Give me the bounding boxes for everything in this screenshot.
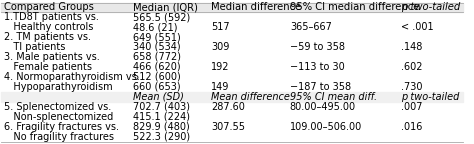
Text: Median (IQR): Median (IQR) [133,2,198,12]
Text: 512 (600): 512 (600) [133,72,181,82]
Text: .007: .007 [401,102,422,112]
Text: 466 (620): 466 (620) [133,62,181,72]
Bar [1,92,463,102]
Text: .016: .016 [401,122,422,132]
Text: 95% CI median difference: 95% CI median difference [290,2,419,12]
Text: 109.00–506.00: 109.00–506.00 [290,122,362,132]
Text: 1.TD8T patients vs.: 1.TD8T patients vs. [4,12,99,22]
Text: −59 to 358: −59 to 358 [290,42,345,52]
Text: 829.9 (480): 829.9 (480) [133,122,190,132]
Text: 4. Normoparathyroidism vs.: 4. Normoparathyroidism vs. [4,72,139,82]
Text: 702.7 (403): 702.7 (403) [133,102,190,112]
Text: 309: 309 [211,42,230,52]
Text: TI patients: TI patients [4,42,65,52]
Text: p two-tailed: p two-tailed [401,2,460,12]
Text: 149: 149 [211,82,230,92]
Text: Female patients: Female patients [4,62,91,72]
Text: 287.60: 287.60 [211,102,245,112]
Text: 340 (534): 340 (534) [133,42,181,52]
Text: 658 (772): 658 (772) [133,52,181,62]
Text: 517: 517 [211,22,230,32]
Text: 2. TM patients vs.: 2. TM patients vs. [4,32,91,42]
Text: .148: .148 [401,42,422,52]
Text: Mean (SD): Mean (SD) [133,92,184,102]
Text: 95% CI mean diff.: 95% CI mean diff. [290,92,377,102]
Text: Compared Groups: Compared Groups [4,2,93,12]
Text: −113 to 30: −113 to 30 [290,62,345,72]
Text: .730: .730 [401,82,422,92]
Text: 5. Splenectomized vs.: 5. Splenectomized vs. [4,102,111,112]
Text: Mean difference: Mean difference [211,92,290,102]
Text: 365–667: 365–667 [290,22,332,32]
Text: −187 to 358: −187 to 358 [290,82,351,92]
Text: Healthy controls: Healthy controls [4,22,93,32]
Bar [1,3,463,12]
Text: 192: 192 [211,62,230,72]
Text: 3. Male patients vs.: 3. Male patients vs. [4,52,100,62]
Text: 307.55: 307.55 [211,122,246,132]
Text: 649 (551): 649 (551) [133,32,181,42]
Text: No fragility fractures: No fragility fractures [4,132,114,142]
Text: .602: .602 [401,62,422,72]
Text: 6. Fragility fractures vs.: 6. Fragility fractures vs. [4,122,118,132]
Text: 48.6 (21): 48.6 (21) [133,22,177,32]
Text: 522.3 (290): 522.3 (290) [133,132,190,142]
Text: Hypoparathyroidism: Hypoparathyroidism [4,82,112,92]
Text: 80.00–495.00: 80.00–495.00 [290,102,356,112]
Text: Median difference: Median difference [211,2,301,12]
Text: 660 (653): 660 (653) [133,82,181,92]
Text: < .001: < .001 [401,22,433,32]
Text: 565.5 (592): 565.5 (592) [133,12,190,22]
Text: Non-splenectomized: Non-splenectomized [4,112,113,122]
Text: 415.1 (224): 415.1 (224) [133,112,190,122]
Text: p two-tailed: p two-tailed [401,92,459,102]
